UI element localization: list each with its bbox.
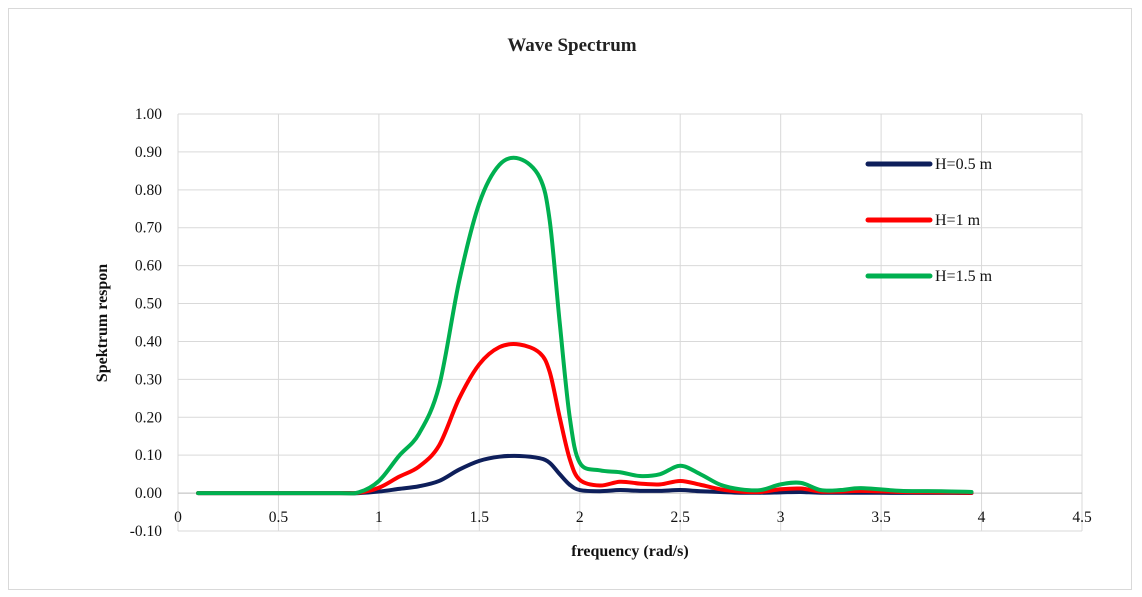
y-tick-label: 0.30: [135, 371, 162, 388]
x-tick-label: 2: [576, 509, 584, 526]
y-tick-label: 1.00: [135, 106, 162, 123]
x-axis-title: frequency (rad/s): [571, 543, 688, 560]
legend-label-3: H=1.5 m: [935, 268, 993, 285]
x-tick-label: 0.5: [269, 509, 289, 526]
x-tick-label: 2.5: [671, 509, 691, 526]
y-tick-label: 0.10: [135, 447, 162, 464]
series-line-1: [196, 453, 974, 496]
series-line-2: [196, 342, 974, 496]
tick-labels: -0.100.000.100.200.300.400.500.600.700.8…: [130, 106, 1092, 540]
legend-label-2: H=1 m: [935, 212, 981, 229]
y-tick-label: 0.90: [135, 144, 162, 161]
y-tick-label: 0.00: [135, 485, 162, 502]
y-tick-label: 0.40: [135, 333, 162, 350]
y-tick-label: 0.80: [135, 182, 162, 199]
legend: H=0.5 m H=1 m H=1.5 m: [865, 156, 993, 285]
x-tick-label: 3.5: [871, 509, 891, 526]
y-axis-title: Spektrum respon: [94, 264, 111, 382]
chart-title: Wave Spectrum: [507, 35, 636, 56]
grid: [177, 113, 1083, 532]
series-lines: [196, 155, 974, 496]
y-tick-label: 0.70: [135, 220, 162, 237]
legend-label-1: H=0.5 m: [935, 156, 993, 173]
y-tick-label: 0.20: [135, 409, 162, 426]
y-tick-label: 0.50: [135, 296, 162, 313]
x-tick-label: 4.5: [1072, 509, 1092, 526]
y-tick-label: 0.60: [135, 258, 162, 275]
x-tick-label: 4: [978, 509, 986, 526]
series-line-3: [196, 155, 974, 496]
x-tick-label: 0: [174, 509, 182, 526]
x-tick-label: 1.5: [470, 509, 490, 526]
x-tick-label: 3: [777, 509, 785, 526]
y-tick-label: -0.10: [130, 523, 163, 540]
x-tick-label: 1: [375, 509, 383, 526]
